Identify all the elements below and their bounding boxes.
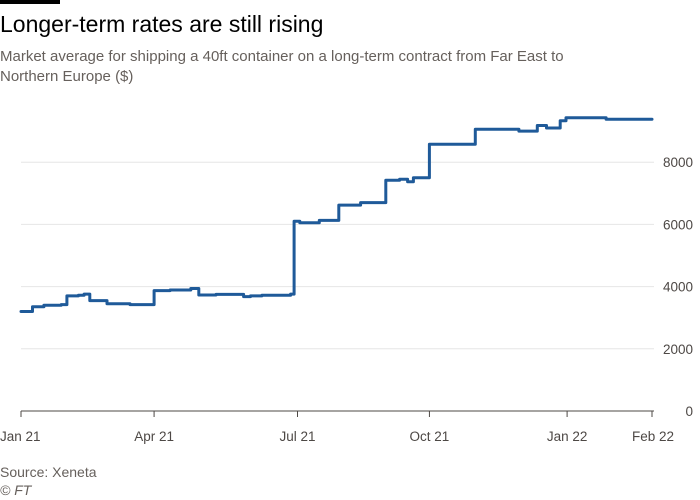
x-tick-label-feb-22: Feb 22: [632, 429, 674, 444]
y-tick-label-2000: 2000: [663, 342, 693, 357]
x-axis-ticks: [20, 411, 653, 417]
gridlines: [21, 161, 654, 350]
x-tick-label-jul-21: Jul 21: [279, 429, 315, 444]
x-tick-label-apr-21: Apr 21: [134, 429, 174, 444]
y-tick-label-6000: 6000: [663, 217, 693, 232]
x-axis-labels: Jan 21 Apr 21 Jul 21 Oct 21 Jan 22 Feb 22: [0, 429, 674, 444]
chart-title: Longer-term rates are still rising: [0, 11, 324, 37]
series-line-contract-rate: [19, 116, 654, 313]
y-axis-labels: 0 2000 4000 6000 8000: [663, 155, 693, 419]
y-tick-label-8000: 8000: [663, 155, 693, 170]
chart-subtitle: Market average for shipping a 40ft conta…: [0, 48, 564, 85]
ft-credit: © FT: [0, 482, 32, 498]
y-tick-label-0: 0: [685, 404, 693, 419]
brand-bar: [0, 0, 60, 4]
y-tick-label-4000: 4000: [663, 280, 693, 295]
x-tick-label-jan-21: Jan 21: [0, 429, 41, 444]
x-tick-label-jan-22: Jan 22: [547, 429, 588, 444]
x-tick-label-oct-21: Oct 21: [410, 429, 450, 444]
source-note: Source: Xeneta: [0, 464, 97, 480]
